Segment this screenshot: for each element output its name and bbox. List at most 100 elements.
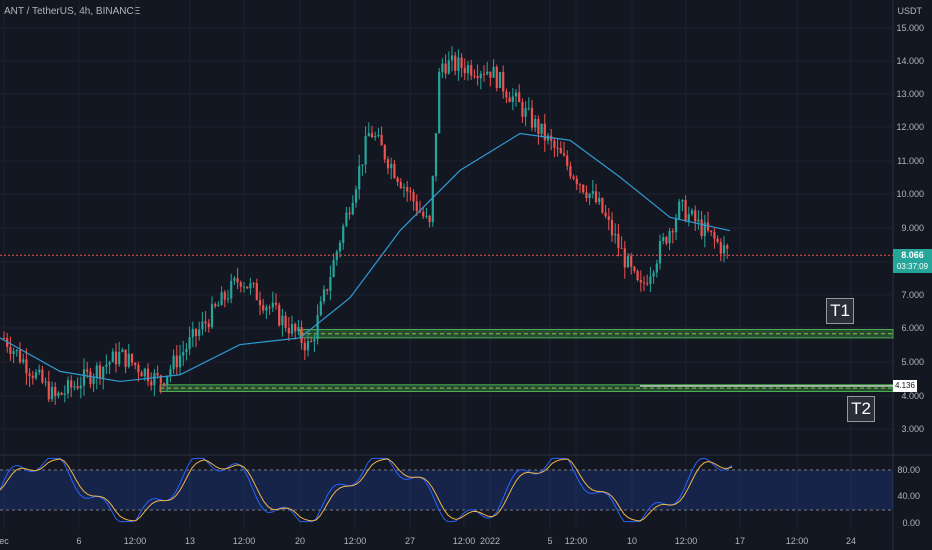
candle-body: [34, 372, 38, 379]
candle-body: [566, 155, 569, 166]
candle-body: [124, 349, 127, 367]
price-tick: 14.000: [896, 56, 924, 66]
candle-body: [233, 278, 236, 281]
candle-body: [665, 237, 668, 244]
candle-body: [198, 329, 201, 336]
last-price-tag: 8.066 03:37:09: [893, 249, 932, 273]
candle-body: [79, 385, 82, 389]
candle-body: [508, 97, 511, 102]
candle-body: [143, 368, 146, 377]
candle-body: [172, 355, 175, 370]
candle-body: [649, 276, 652, 285]
candle-body: [537, 118, 540, 134]
candle-body: [431, 176, 434, 223]
candle-body: [402, 187, 406, 189]
symbol-title[interactable]: ANT / TetherUS, 4h, BINANCE: [4, 6, 141, 17]
candle-body: [425, 215, 428, 217]
candle-body: [623, 248, 626, 268]
target-t1-label[interactable]: T1: [826, 298, 854, 324]
time-tick: 17: [734, 536, 746, 546]
price-tick: 12.000: [896, 122, 924, 132]
candle-body: [617, 234, 620, 248]
price-tick: 6.000: [901, 323, 924, 333]
candle-body: [697, 219, 700, 222]
candle-body: [588, 193, 591, 198]
candle-body: [463, 67, 466, 74]
candle-body: [332, 260, 335, 277]
t2-price-tag: 4.136: [893, 380, 917, 392]
candle-body: [207, 323, 210, 328]
candle-body: [553, 140, 556, 148]
candle-body: [655, 263, 658, 273]
candle-body: [63, 393, 66, 395]
candle-body: [450, 55, 454, 61]
last-price-value: 8.066: [901, 250, 924, 260]
candle-body: [9, 346, 12, 354]
candle-body: [438, 71, 441, 134]
osc-label-40: 40.00: [897, 491, 920, 501]
price-tick: 9.000: [901, 223, 924, 233]
candle-body: [393, 163, 396, 178]
candle-body: [514, 92, 518, 97]
candle-body: [380, 134, 383, 146]
candle-body: [706, 222, 710, 231]
candle-body: [674, 218, 678, 233]
price-tick: 7.000: [901, 290, 924, 300]
candle-body: [428, 215, 431, 223]
candle-body: [364, 136, 367, 165]
candle-body: [505, 91, 508, 98]
candle-body: [38, 369, 41, 373]
candle-body: [479, 73, 482, 79]
time-tick: 20: [294, 536, 306, 546]
candle-body: [454, 55, 457, 71]
candle-body: [476, 76, 479, 79]
candle-body: [57, 392, 60, 396]
candle-body: [614, 234, 617, 236]
candle-body: [713, 232, 716, 239]
time-tick: 12:00: [452, 536, 476, 546]
candle-body: [262, 305, 265, 311]
candle-body: [47, 381, 50, 400]
osc-label-0: 0.00: [902, 518, 920, 528]
candle-body: [159, 375, 162, 384]
candle-body: [521, 102, 524, 117]
candle-body: [466, 65, 470, 74]
candle-body: [258, 300, 262, 306]
candle-body: [457, 57, 460, 71]
candle-body: [31, 375, 34, 379]
time-tick: 2022: [479, 536, 501, 546]
candle-body: [175, 355, 178, 368]
candle-body: [105, 364, 108, 368]
candle-body: [134, 362, 137, 366]
candle-body: [351, 202, 354, 215]
candle-body: [367, 133, 370, 137]
candle-body: [25, 359, 28, 374]
candle-body: [50, 386, 54, 400]
candle-body: [492, 66, 495, 78]
target-t2-label[interactable]: T2: [847, 396, 875, 422]
candle-body: [18, 349, 22, 363]
candle-body: [678, 201, 681, 219]
candle-body: [156, 372, 159, 376]
candle-body: [319, 301, 322, 316]
candle-body: [310, 341, 313, 343]
candle-body: [374, 135, 377, 138]
candle-body: [447, 60, 450, 74]
candle-body: [252, 283, 255, 285]
candle-body: [22, 359, 25, 363]
candle-body: [722, 245, 726, 254]
candle-body: [703, 222, 706, 237]
candle-body: [406, 187, 409, 192]
time-tick: 10: [626, 536, 638, 546]
candle-body: [44, 381, 47, 383]
candle-body: [265, 307, 268, 311]
candle-body: [108, 362, 111, 365]
time-tick: 27: [404, 536, 416, 546]
candle-body: [470, 65, 473, 76]
time-tick: ec: [0, 536, 9, 546]
candle-body: [210, 304, 214, 328]
candle-body: [662, 237, 665, 242]
candle-body: [700, 219, 703, 237]
stoch-d-line: [0, 458, 733, 522]
